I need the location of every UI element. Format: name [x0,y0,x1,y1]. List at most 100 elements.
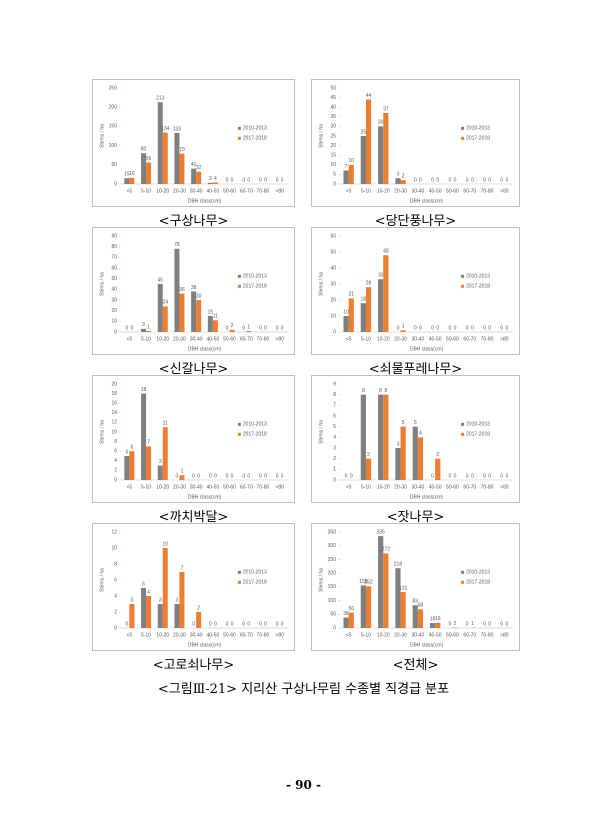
value-label: 3 [397,172,400,178]
bar [383,255,389,332]
value-label: 0 [226,621,229,627]
y-tick-label: 250 [109,85,118,91]
x-tick-label: 5-10 [141,632,151,638]
chart-panel: 0 2 4 6 8 10 12 14 16 18 20 Stems / ha DBH class(cm)… [92,375,295,525]
value-label: 0 [488,325,491,331]
bar [196,171,202,184]
y-tick-label: 40 [330,265,336,271]
y-tick-label: 10 [111,429,117,435]
bar [365,99,372,184]
y-tick-label: 2 [114,609,117,615]
bar [179,153,185,184]
y-tick-label: 10 [330,162,336,168]
bar [348,612,354,628]
chart-caption: <신갈나무> [158,362,229,377]
chart-panel: 0 50 100 150 200 250 300 350 Stems / ha DBH class… [311,523,520,673]
legend-swatch [461,580,465,584]
legend-label: 2010-2013 [466,126,490,132]
value-label: 79 [179,147,185,153]
bar [360,303,366,332]
value-label: 40 [191,162,197,168]
value-label: 134 [161,126,170,132]
x-tick-label: 20-30 [173,336,186,342]
x-tick-label: 50-60 [446,484,459,490]
value-label: 2 [231,323,234,329]
value-label: 0 [466,325,469,331]
value-label: 18 [430,616,436,622]
value-label: 45 [157,277,163,283]
x-tick-label: >80 [275,484,284,490]
bar [129,177,135,184]
value-label: 0 [506,621,509,627]
x-tick-label: 30-40 [190,632,203,638]
y-tick-label: 6 [114,577,117,583]
value-label: 0 [209,473,212,479]
chart-panel: 0 10 20 30 40 50 60 70 80 90 Stems / ha DBH class(c… [92,227,295,377]
x-tick-label: >80 [275,336,284,342]
x-tick-label: 30-40 [411,484,424,490]
legend-swatch [237,274,241,278]
x-tick-label: 40-50 [206,632,219,638]
value-label: 8 [384,388,387,394]
chart-panel: 0 2 4 6 8 10 12 Stems / ha DBH class(cm) <5 0 3 5-10… [92,523,295,673]
x-tick-label: 40-50 [429,632,442,638]
x-tick-label: 40-50 [429,188,442,194]
x-tick-label: <5 [346,336,352,342]
bar [378,279,384,332]
bar [400,180,406,184]
x-tick-label: 20-30 [173,484,186,490]
x-tick-label: >80 [500,188,509,194]
bar [229,329,235,332]
value-label: 133 [173,126,182,132]
x-tick-label: 50-60 [223,484,236,490]
value-label: 28 [366,281,372,287]
value-label: 5 [142,581,145,587]
y-tick-label: 10 [111,319,117,325]
x-tick-label: <5 [346,484,352,490]
value-label: 19 [435,616,441,622]
bar [157,102,163,184]
legend-swatch [237,570,241,574]
x-tick-label: 60-70 [240,484,253,490]
x-tick-label: 70-80 [257,632,270,638]
x-tick-label: 10-20 [156,336,169,342]
bar [141,328,147,332]
x-tick-label: 40-50 [206,484,219,490]
bar [378,126,384,184]
value-label: 0 [448,325,451,331]
value-label: 0 [264,621,267,627]
value-label: 44 [366,93,372,99]
value-label: 0 [209,621,212,627]
value-label: 1 [471,621,474,627]
x-tick-label: 50-60 [446,188,459,194]
x-tick-label: >80 [275,188,284,194]
value-label: 30 [378,120,384,126]
chart-caption: <까치박달> [158,510,229,525]
x-tick-label: 5-10 [141,188,151,194]
bar [124,178,130,184]
y-tick-label: 0 [333,477,336,483]
legend-swatch [461,126,465,130]
x-tick-label: 30-40 [411,336,424,342]
bar [365,458,372,480]
bar [162,132,168,184]
chart-caption: <잣나무> [386,510,445,525]
bar [417,437,424,480]
x-tick-label: 70-80 [257,336,270,342]
y-tick-label: 90 [111,233,117,239]
chart-panel: 0 50 100 150 200 250 Stems / ha DBH class(cm) <5… [92,79,295,229]
value-label: 2 [436,452,439,458]
value-label: 0 [506,473,509,479]
value-label: 213 [156,96,165,102]
value-label: 56 [348,606,354,612]
y-tick-label: 50 [330,249,336,255]
x-tick-label: 70-80 [481,632,494,638]
y-axis-title: Stems / ha [318,568,324,592]
value-label: 0 [454,325,457,331]
y-tick-label: 70 [111,255,117,261]
y-axis-title: Stems / ha [318,420,324,444]
legend-swatch [237,580,241,584]
y-tick-label: 200 [109,105,118,111]
